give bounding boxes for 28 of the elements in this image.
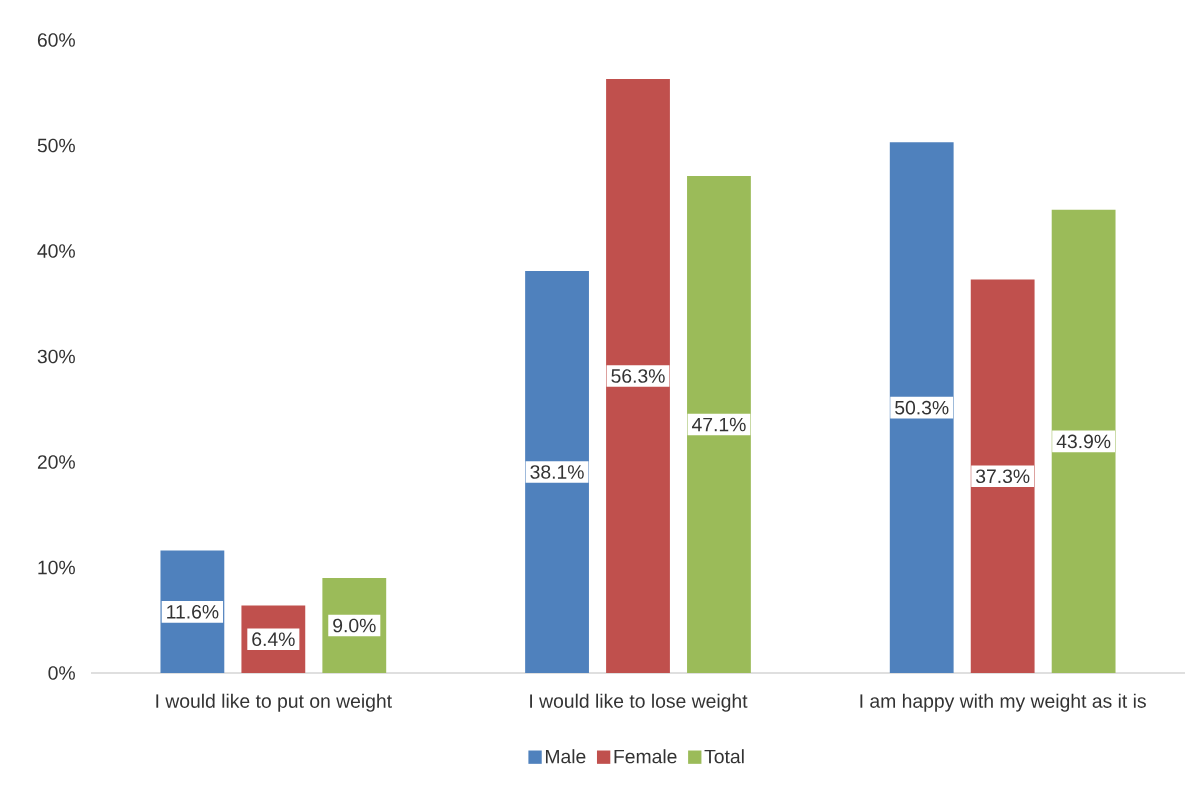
- data-label: 43.9%: [1056, 434, 1111, 449]
- y-tick-label: 10%: [38, 560, 75, 575]
- y-tick-label: 60%: [37, 33, 75, 47]
- data-label: 56.3%: [611, 369, 665, 383]
- data-label: 47.1%: [691, 417, 746, 432]
- data-label: 11.6%: [167, 604, 219, 619]
- bar: [606, 79, 670, 673]
- bar: [687, 176, 751, 673]
- legend-label: Total: [704, 749, 744, 764]
- y-tick-label: 30%: [37, 349, 75, 364]
- bar: [525, 271, 589, 673]
- legend-label: Male: [545, 749, 586, 764]
- data-label: 9.0%: [333, 618, 376, 633]
- x-tick-label: I would like to lose weight: [530, 693, 748, 712]
- x-tick-label: I am happy with my weight as it is: [860, 693, 1146, 712]
- bar: [1051, 209, 1116, 673]
- bar: [889, 142, 954, 673]
- legend-label: Female: [614, 749, 677, 764]
- y-tick-label: 0%: [48, 666, 75, 680]
- x-tick-label: I would like to put on weight: [156, 693, 392, 712]
- y-tick-label: 40%: [37, 244, 75, 258]
- y-tick-label: 50%: [37, 138, 75, 153]
- data-label: 50.3%: [895, 400, 949, 415]
- y-tick-label: 20%: [37, 455, 75, 469]
- data-label: 6.4%: [252, 632, 295, 647]
- bar: [970, 279, 1035, 673]
- data-label: 37.3%: [975, 469, 1030, 484]
- data-label: 38.1%: [530, 465, 584, 479]
